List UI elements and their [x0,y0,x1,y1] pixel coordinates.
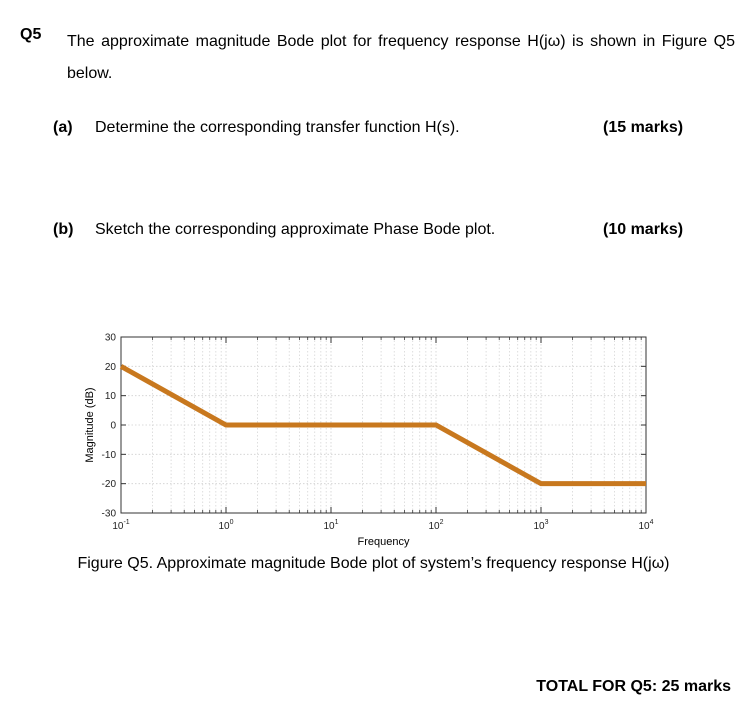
part-a-marks: (15 marks) [603,119,684,136]
magnitude-asymptote-line [119,364,646,487]
y-tick-label: 30 [105,333,117,344]
y-axis-label: Magnitude (dB) [84,387,96,462]
x-tick-label: 104 [638,519,653,532]
part-a-text: Determine the corresponding transfer fun… [95,119,460,136]
question-text: The approximate magnitude Bode plot for … [67,33,735,82]
series-layer [119,364,647,487]
part-b-text: Sketch the corresponding approximate Pha… [95,221,496,238]
y-tick-label: 0 [110,421,116,432]
x-tick-label: 10-1 [112,519,129,532]
y-tick-label: -30 [102,509,117,520]
question-number: Q5 [20,26,42,43]
x-tick-label: 103 [533,519,548,532]
part-b-marks: (10 marks) [603,221,684,238]
x-tick-label: 100 [218,519,233,532]
figure-caption: Figure Q5. Approximate magnitude Bode pl… [77,555,670,572]
y-tick-label: 10 [105,391,117,402]
total-marks: TOTAL FOR Q5: 25 marks [536,678,731,695]
x-tick-label: 102 [428,519,443,532]
y-tick-label: -20 [102,479,117,490]
y-tick-label: -10 [102,450,117,461]
x-tick-label: 101 [323,519,338,532]
x-axis-label: Frequency [358,536,410,548]
part-b-label: (b) [53,221,74,238]
part-a-label: (a) [53,119,73,136]
y-tick-label: 20 [105,362,117,373]
